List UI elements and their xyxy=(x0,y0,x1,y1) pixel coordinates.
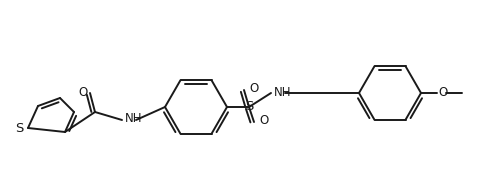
Text: O: O xyxy=(79,86,88,99)
Text: O: O xyxy=(259,115,268,127)
Text: NH: NH xyxy=(125,112,142,124)
Text: NH: NH xyxy=(274,86,291,99)
Text: O: O xyxy=(249,83,258,96)
Text: S: S xyxy=(15,121,23,134)
Text: S: S xyxy=(245,99,253,112)
Text: O: O xyxy=(438,86,447,99)
